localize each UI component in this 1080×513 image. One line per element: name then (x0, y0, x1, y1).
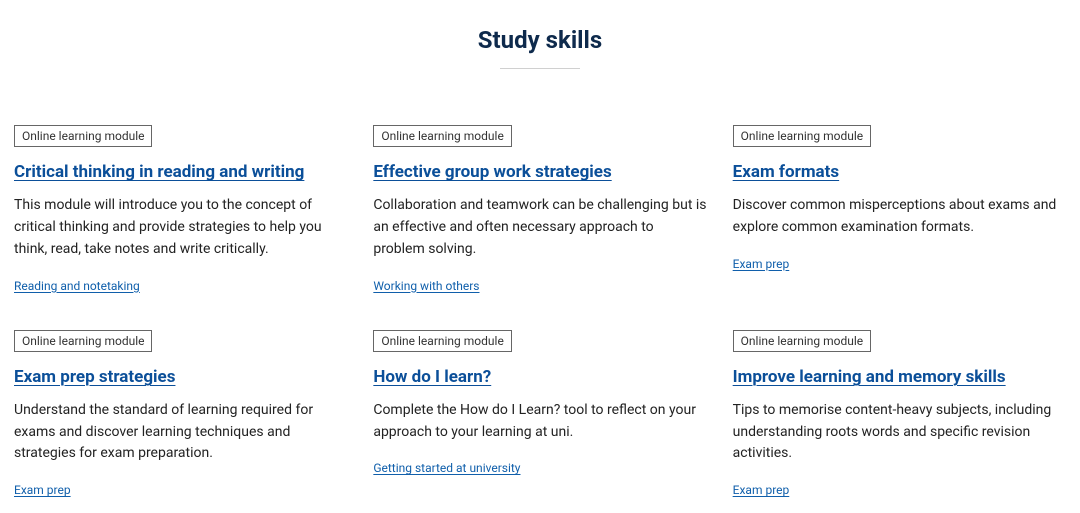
module-description: Discover common misperceptions about exa… (733, 195, 1066, 238)
module-tag: Online learning module (373, 125, 511, 147)
module-category-link[interactable]: Reading and notetaking (14, 279, 140, 293)
module-title-link[interactable]: How do I learn? (373, 366, 491, 388)
module-tag: Online learning module (733, 125, 871, 147)
module-title-link[interactable]: Improve learning and memory skills (733, 366, 1006, 388)
module-card: Online learning module How do I learn? C… (373, 330, 706, 499)
page-title: Study skills (14, 26, 1066, 54)
module-card: Online learning module Critical thinking… (14, 125, 347, 294)
module-description: This module will introduce you to the co… (14, 195, 347, 260)
module-card: Online learning module Improve learning … (733, 330, 1066, 499)
page: Study skills Online learning module Crit… (0, 0, 1080, 512)
module-title-link[interactable]: Critical thinking in reading and writing (14, 161, 304, 183)
module-grid: Online learning module Critical thinking… (14, 125, 1066, 498)
module-card: Online learning module Effective group w… (373, 125, 706, 294)
module-description: Complete the How do I Learn? tool to ref… (373, 400, 706, 443)
module-card: Online learning module Exam formats Disc… (733, 125, 1066, 294)
module-description: Collaboration and teamwork can be challe… (373, 195, 706, 260)
module-card: Online learning module Exam prep strateg… (14, 330, 347, 499)
module-category-link[interactable]: Exam prep (733, 483, 790, 497)
module-category-link[interactable]: Working with others (373, 279, 479, 293)
module-category-link[interactable]: Exam prep (14, 483, 71, 497)
module-tag: Online learning module (733, 330, 871, 352)
title-divider (500, 68, 580, 69)
module-title-link[interactable]: Exam formats (733, 161, 839, 183)
module-description: Understand the standard of learning requ… (14, 400, 347, 465)
module-tag: Online learning module (373, 330, 511, 352)
module-category-link[interactable]: Exam prep (733, 257, 790, 271)
module-category-link[interactable]: Getting started at university (373, 461, 520, 475)
module-title-link[interactable]: Effective group work strategies (373, 161, 611, 183)
module-title-link[interactable]: Exam prep strategies (14, 366, 175, 388)
module-tag: Online learning module (14, 125, 152, 147)
module-tag: Online learning module (14, 330, 152, 352)
module-description: Tips to memorise content-heavy subjects,… (733, 400, 1066, 465)
